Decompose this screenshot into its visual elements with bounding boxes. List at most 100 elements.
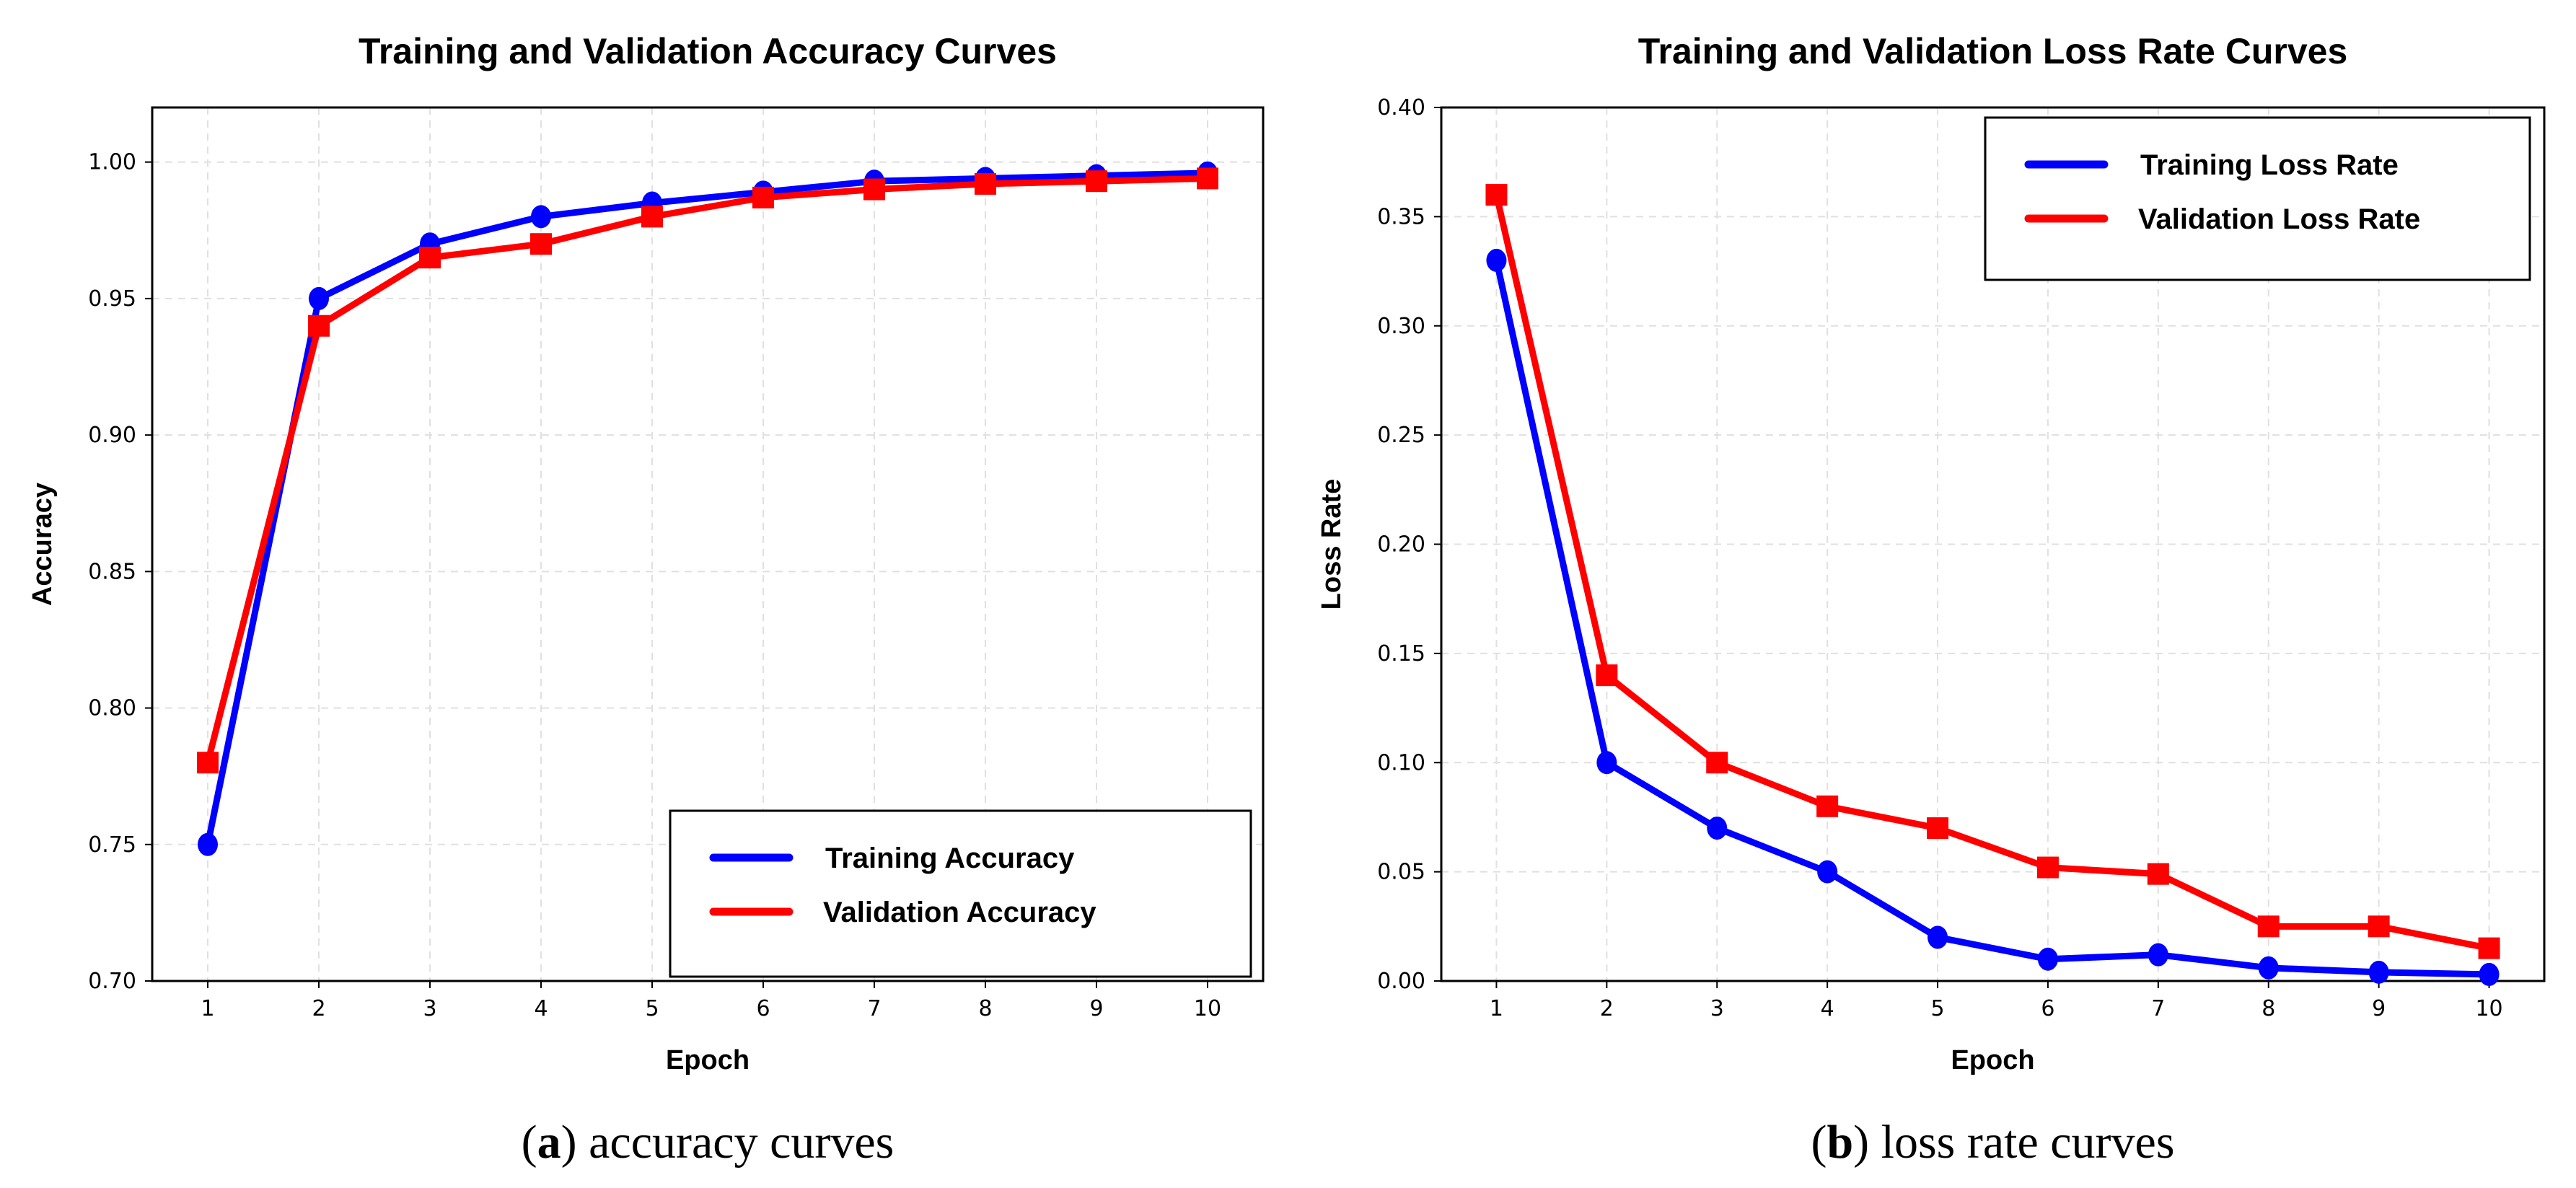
data-point-validation	[752, 186, 774, 208]
legend-label: Training Accuracy	[825, 842, 1075, 874]
chart-loss: Training and Validation Loss Rate Curves…	[1316, 31, 2546, 1169]
subfigure-caption: (a) accuracy curves	[522, 1116, 894, 1169]
legend-label: Validation Accuracy	[823, 897, 1096, 928]
data-point-validation	[2036, 856, 2059, 879]
data-point-validation	[641, 206, 663, 228]
legend-box	[1984, 116, 2531, 281]
y-tick-label: 0.70	[88, 969, 136, 994]
data-point-validation	[2478, 937, 2500, 959]
data-point-training	[1707, 817, 1728, 840]
data-point-validation	[863, 178, 885, 201]
legend-label: Training Loss Rate	[2140, 149, 2399, 181]
chart-title: Training and Validation Accuracy Curves	[359, 31, 1057, 71]
plot-frame	[1440, 106, 2546, 982]
y-tick-label: 0.20	[1377, 532, 1425, 558]
y-tick-label: 0.15	[1377, 641, 1425, 666]
data-point-training	[1927, 925, 1948, 949]
x-tick-label: 3	[423, 996, 436, 1021]
y-tick-label: 0.35	[1377, 204, 1425, 229]
x-tick-label: 4	[534, 996, 548, 1021]
x-tick-label: 2	[312, 996, 325, 1021]
x-tick-label: 10	[2475, 996, 2502, 1021]
data-point-training	[1817, 860, 1838, 884]
data-point-validation	[530, 233, 552, 255]
y-tick-label: 0.10	[1377, 750, 1425, 775]
y-tick-label: 0.30	[1377, 314, 1425, 339]
y-tick-label: 0.00	[1377, 969, 1425, 994]
series-line-training	[1493, 259, 2489, 978]
y-tick-label: 0.95	[88, 286, 136, 312]
x-tick-label: 2	[1600, 996, 1614, 1021]
caption-paren-open: (	[1811, 1116, 1827, 1169]
legend: Training Accuracy Validation Accuracy	[669, 809, 1252, 978]
data-point-training	[1596, 751, 1617, 775]
x-tick-label: 8	[2261, 996, 2275, 1021]
x-tick-label: 1	[1490, 996, 1503, 1021]
legend-label: Validation Loss Rate	[2138, 203, 2420, 235]
data-point-validation	[1197, 167, 1218, 190]
data-point-validation	[419, 247, 441, 269]
y-tick-label: 0.85	[88, 559, 136, 584]
y-tick-label: 1.00	[88, 150, 136, 175]
subfigure-caption: (b) loss rate curves	[1811, 1116, 2174, 1169]
x-tick-label: 5	[1931, 996, 1945, 1021]
data-point-validation	[2368, 915, 2390, 938]
y-tick-label: 0.80	[88, 696, 136, 721]
legend-box	[669, 809, 1252, 978]
data-point-validation	[1816, 795, 1839, 817]
y-tick-label: 0.05	[1377, 860, 1425, 885]
x-tick-label: 9	[1089, 996, 1103, 1021]
y-tick-label: 0.90	[88, 423, 136, 448]
y-tick-label: 0.25	[1377, 423, 1425, 448]
data-point-validation	[1485, 184, 1508, 206]
series-line-validation	[1493, 194, 2490, 952]
data-point-validation	[1706, 752, 1728, 774]
data-point-training	[2479, 962, 2500, 986]
caption-paren-close: )	[561, 1116, 577, 1169]
data-point-validation	[1927, 817, 1949, 840]
y-axis-label: Accuracy	[27, 483, 58, 606]
caption-text: loss rate curves	[1869, 1116, 2174, 1169]
x-tick-label: 7	[867, 996, 881, 1021]
series-line-training	[204, 170, 1208, 845]
data-point-training	[2258, 956, 2279, 980]
data-point-validation	[197, 752, 219, 774]
data-point-training	[2368, 960, 2389, 984]
data-point-training	[2148, 943, 2168, 967]
data-point-training	[309, 286, 329, 310]
x-tick-label: 3	[1710, 996, 1724, 1021]
chart-title: Training and Validation Loss Rate Curves	[1638, 31, 2348, 71]
x-axis-label: Epoch	[1951, 1045, 2034, 1075]
data-point-validation	[975, 172, 996, 195]
x-axis-label: Epoch	[666, 1045, 749, 1075]
caption-label: b	[1827, 1116, 1853, 1169]
x-tick-label: 6	[756, 996, 770, 1021]
x-tick-label: 10	[1194, 996, 1221, 1021]
x-tick-label: 4	[1821, 996, 1834, 1021]
plot-frame	[151, 106, 1265, 982]
data-point-training	[2037, 947, 2058, 971]
data-point-training	[198, 832, 218, 856]
caption-label: a	[537, 1116, 561, 1169]
y-axis-label: Loss Rate	[1316, 479, 1347, 610]
x-tick-label: 9	[2372, 996, 2386, 1021]
data-point-validation	[2147, 863, 2169, 885]
x-tick-label: 1	[201, 996, 214, 1021]
data-point-validation	[308, 314, 330, 337]
legend: Training Loss Rate Validation Loss Rate	[1984, 116, 2531, 281]
y-tick-label: 0.40	[1377, 95, 1425, 120]
x-tick-label: 6	[2041, 996, 2054, 1021]
caption-paren-close: )	[1853, 1116, 1869, 1169]
x-tick-label: 5	[645, 996, 659, 1021]
data-point-validation	[1596, 664, 1618, 687]
y-tick-label: 0.75	[88, 832, 136, 858]
caption-paren-open: (	[522, 1116, 537, 1169]
data-point-training	[1486, 248, 1507, 272]
data-point-validation	[2257, 915, 2280, 938]
series-line-validation	[204, 175, 1208, 764]
chart-accuracy: Training and Validation Accuracy Curves 0…	[27, 31, 1265, 1169]
x-tick-label: 7	[2151, 996, 2165, 1021]
x-tick-label: 8	[978, 996, 992, 1021]
caption-text: accuracy curves	[577, 1116, 894, 1169]
